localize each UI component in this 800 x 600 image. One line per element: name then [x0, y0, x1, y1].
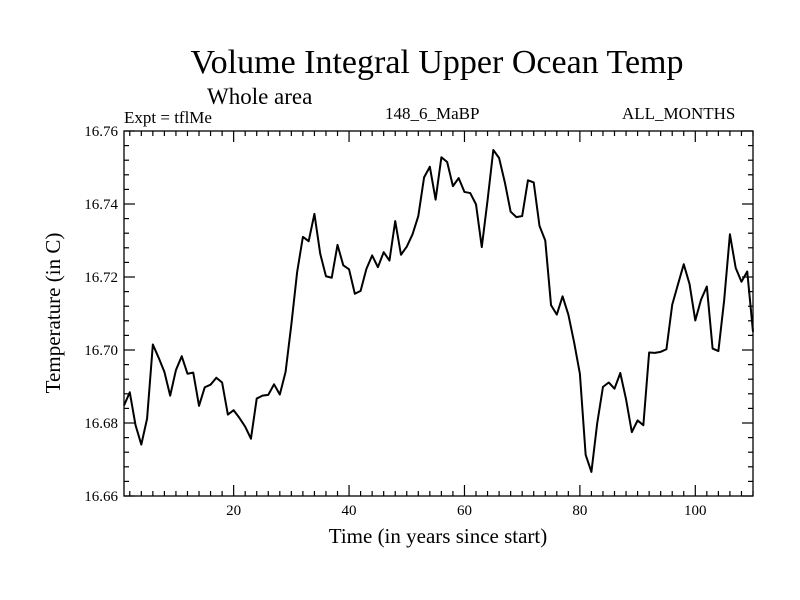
run-id-label: 148_6_MaBP	[385, 104, 480, 123]
x-tick-label: 20	[226, 503, 241, 519]
plot-frame	[123, 130, 754, 497]
y-tick-label: 16.72	[84, 270, 118, 286]
y-tick-label: 16.76	[84, 124, 118, 140]
x-axis-label: Time (in years since start)	[329, 524, 548, 548]
axis-tick-labels: 20 40 60 80 100 16.66 16.68 16.70 16.72 16.74 16.7…	[84, 124, 706, 519]
y-axis-label: Temperature (in C)	[41, 233, 65, 394]
months-label: ALL_MONTHS	[622, 104, 736, 123]
x-tick-label: 100	[684, 503, 707, 519]
x-tick-label: 40	[342, 503, 357, 519]
chart-subtitle: Whole area	[207, 84, 313, 109]
chart-title: Volume Integral Upper Ocean Temp	[190, 44, 684, 81]
series-line	[123, 148, 754, 473]
x-tick-label: 80	[572, 503, 587, 519]
y-tick-label: 16.74	[84, 197, 118, 213]
axis-ticks	[124, 130, 754, 497]
y-tick-label: 16.70	[84, 343, 118, 359]
y-tick-label: 16.66	[84, 489, 118, 505]
x-tick-label: 60	[457, 503, 472, 519]
y-tick-label: 16.68	[84, 416, 118, 432]
experiment-label: Expt = tflMe	[124, 108, 212, 127]
